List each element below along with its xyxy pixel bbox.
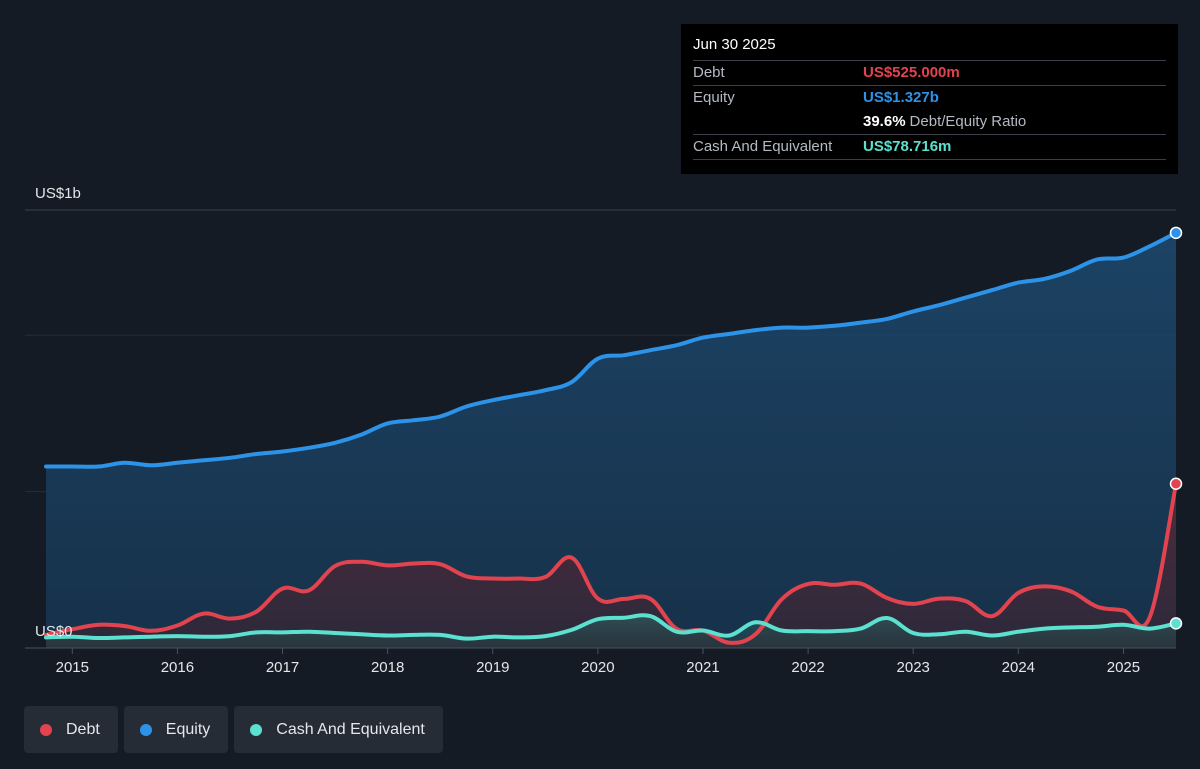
tooltip-cash-label: Cash And Equivalent: [693, 138, 833, 155]
tooltip-row-ratio: 39.6% Debt/Equity Ratio: [693, 110, 1166, 135]
equity-end-point: [1169, 226, 1183, 240]
x-tick-label: 2021: [686, 659, 719, 676]
equity-area: [46, 232, 1176, 649]
y-tick-label: US$1b: [35, 185, 81, 202]
cash-and-equivalent-end-point: [1169, 617, 1183, 630]
equity-dot-icon: [139, 723, 152, 736]
x-tick-label: 2018: [371, 659, 404, 676]
x-tick-label: 2023: [897, 659, 930, 676]
cash-and-equivalent-area: [46, 615, 1176, 648]
tooltip-cash-value: US$78.716m: [863, 138, 952, 155]
tooltip-row-cash: Cash And Equivalent US$78.716m: [693, 135, 1166, 160]
cash-dot-icon: [250, 723, 263, 736]
legend-cash-label: Cash And Equivalent: [276, 720, 425, 738]
legend-item-debt[interactable]: Debt: [24, 706, 118, 753]
chart-legend: Debt Equity Cash And Equivalent: [24, 706, 443, 753]
cash-and-equivalent-line: [44, 613, 1178, 641]
x-tick-label: 2016: [161, 659, 194, 676]
x-tick-label: 2017: [266, 659, 299, 676]
tooltip-debt-label: Debt: [693, 64, 725, 81]
series-areas: [46, 232, 1176, 649]
x-tick-label: 2015: [56, 659, 89, 676]
legend-item-equity[interactable]: Equity: [123, 706, 229, 753]
debt-end-point: [1169, 477, 1183, 490]
tooltip-panel: Jun 30 2025 Debt US$525.000m Equity US$1…: [681, 24, 1178, 174]
axes: 2015 2016 2017 2018 2019 2020 2021 2022 2023 2024…: [25, 185, 1176, 676]
legend-debt-label: Debt: [66, 720, 100, 738]
tooltip-debt-value: US$525.000m: [863, 64, 960, 81]
x-tick-label: 2025: [1107, 659, 1140, 676]
series-end-markers: [1169, 226, 1183, 630]
legend-equity-label: Equity: [165, 720, 211, 738]
x-tick-label: 2024: [1002, 659, 1035, 676]
tooltip-equity-value: US$1.327b: [863, 89, 939, 106]
series-lines: [44, 230, 1178, 645]
y-tick-label: US$0: [35, 623, 73, 640]
debt-dot-icon: [40, 723, 52, 736]
tooltip-ratio-spacer: [693, 110, 863, 134]
debt-area: [46, 483, 1176, 648]
legend-item-cash[interactable]: Cash And Equivalent: [234, 706, 443, 753]
x-tick-label: 2019: [476, 659, 509, 676]
tooltip-date: Jun 30 2025: [693, 24, 1166, 61]
equity-line: [44, 230, 1178, 469]
tooltip-ratio-value: 39.6%: [863, 113, 906, 130]
x-tick-label: 2020: [581, 659, 614, 676]
debt-line: [44, 481, 1178, 645]
tooltip-equity-label: Equity: [693, 89, 735, 106]
tooltip-row-equity: Equity US$1.327b: [693, 86, 1166, 110]
tooltip-ratio-label: Debt/Equity Ratio: [909, 113, 1027, 130]
x-tick-label: 2022: [791, 659, 824, 676]
tooltip-row-debt: Debt US$525.000m: [693, 61, 1166, 86]
